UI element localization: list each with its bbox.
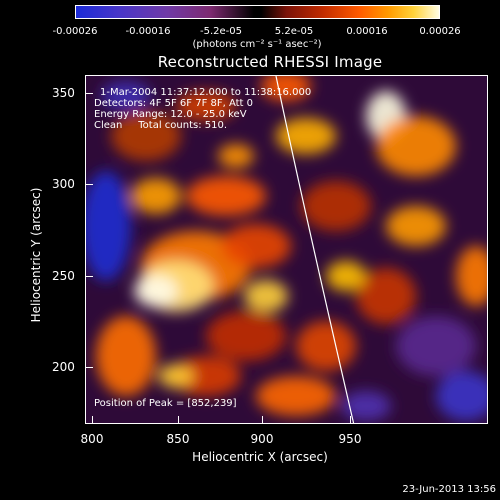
energy-range-label: Energy Range: 12.0 - 25.0 keV xyxy=(94,109,247,120)
clean-counts-label: Clean Total counts: 510. xyxy=(94,120,228,131)
intensity-blob xyxy=(456,246,487,306)
intensity-blob xyxy=(261,76,311,101)
colorbar xyxy=(75,5,440,19)
intensity-blob xyxy=(176,91,236,121)
x-tick-label: 950 xyxy=(338,432,362,446)
rhessi-image-plot: 1-Mar-2004 11:37:12.000 to 11:38:16.000 … xyxy=(85,75,488,424)
x-tick-label: 900 xyxy=(250,432,274,446)
x-tick-label: 800 xyxy=(80,432,104,446)
x-tick-mark xyxy=(178,416,179,424)
intensity-blob xyxy=(396,316,476,376)
colorbar-tick: -0.00026 xyxy=(52,26,98,37)
y-tick-label: 200 xyxy=(52,360,75,374)
intensity-blob xyxy=(301,181,371,231)
intensity-blob xyxy=(158,364,194,388)
x-axis-label: Heliocentric X (arcsec) xyxy=(192,450,328,464)
plot-title: Reconstructed RHESSI Image xyxy=(157,53,383,71)
intensity-blob xyxy=(218,144,254,168)
y-tick-label: 300 xyxy=(52,177,75,191)
y-tick-mark xyxy=(85,93,93,94)
intensity-blob xyxy=(206,311,286,361)
footer-timestamp: 23-Jun-2013 13:56 xyxy=(402,484,496,495)
y-tick-label: 350 xyxy=(52,86,75,100)
y-tick-mark xyxy=(85,184,93,185)
peak-position-label: Position of Peak = [852,239] xyxy=(94,398,237,409)
intensity-blob xyxy=(171,356,241,396)
colorbar-tick: 0.00016 xyxy=(346,26,388,37)
colorbar-tick: 5.2e-05 xyxy=(274,26,314,37)
intensity-blob xyxy=(341,391,391,421)
intensity-blob xyxy=(134,275,178,307)
intensity-blob xyxy=(276,118,336,154)
colorbar-tick: 0.00026 xyxy=(419,26,461,37)
intensity-blob xyxy=(326,261,366,291)
intensity-blob xyxy=(356,268,416,324)
intensity-blob xyxy=(436,371,487,421)
x-tick-mark xyxy=(350,416,351,424)
rhessi-image xyxy=(86,76,487,423)
y-axis-label: Heliocentric Y (arcsec) xyxy=(29,187,43,323)
colorbar-tick: -5.2e-05 xyxy=(200,26,242,37)
y-tick-label: 250 xyxy=(52,269,75,283)
intensity-blob xyxy=(111,111,181,161)
x-tick-mark xyxy=(92,416,93,424)
intensity-blob xyxy=(296,321,356,371)
colorbar-units: (photons cm⁻² s⁻¹ asec⁻²) xyxy=(192,39,322,50)
colorbar-tick: -0.00016 xyxy=(125,26,171,37)
intensity-blob xyxy=(256,376,336,416)
intensity-blob xyxy=(86,171,131,281)
intensity-blob xyxy=(101,81,151,111)
intensity-blob xyxy=(244,280,288,312)
intensity-blob xyxy=(186,176,266,216)
solar-limb-line xyxy=(275,76,355,423)
detectors-label: Detectors: 4F 5F 6F 7F 8F, Att 0 xyxy=(94,98,254,109)
intensity-blob xyxy=(386,206,446,246)
intensity-blob xyxy=(96,316,156,396)
x-tick-mark xyxy=(262,416,263,424)
intensity-blob xyxy=(131,178,181,214)
intensity-blob xyxy=(221,224,291,268)
y-tick-mark xyxy=(85,367,93,368)
y-tick-mark xyxy=(85,276,93,277)
intensity-blob xyxy=(376,116,456,176)
x-tick-label: 850 xyxy=(166,432,190,446)
time-range-label: 1-Mar-2004 11:37:12.000 to 11:38:16.000 xyxy=(100,87,312,98)
